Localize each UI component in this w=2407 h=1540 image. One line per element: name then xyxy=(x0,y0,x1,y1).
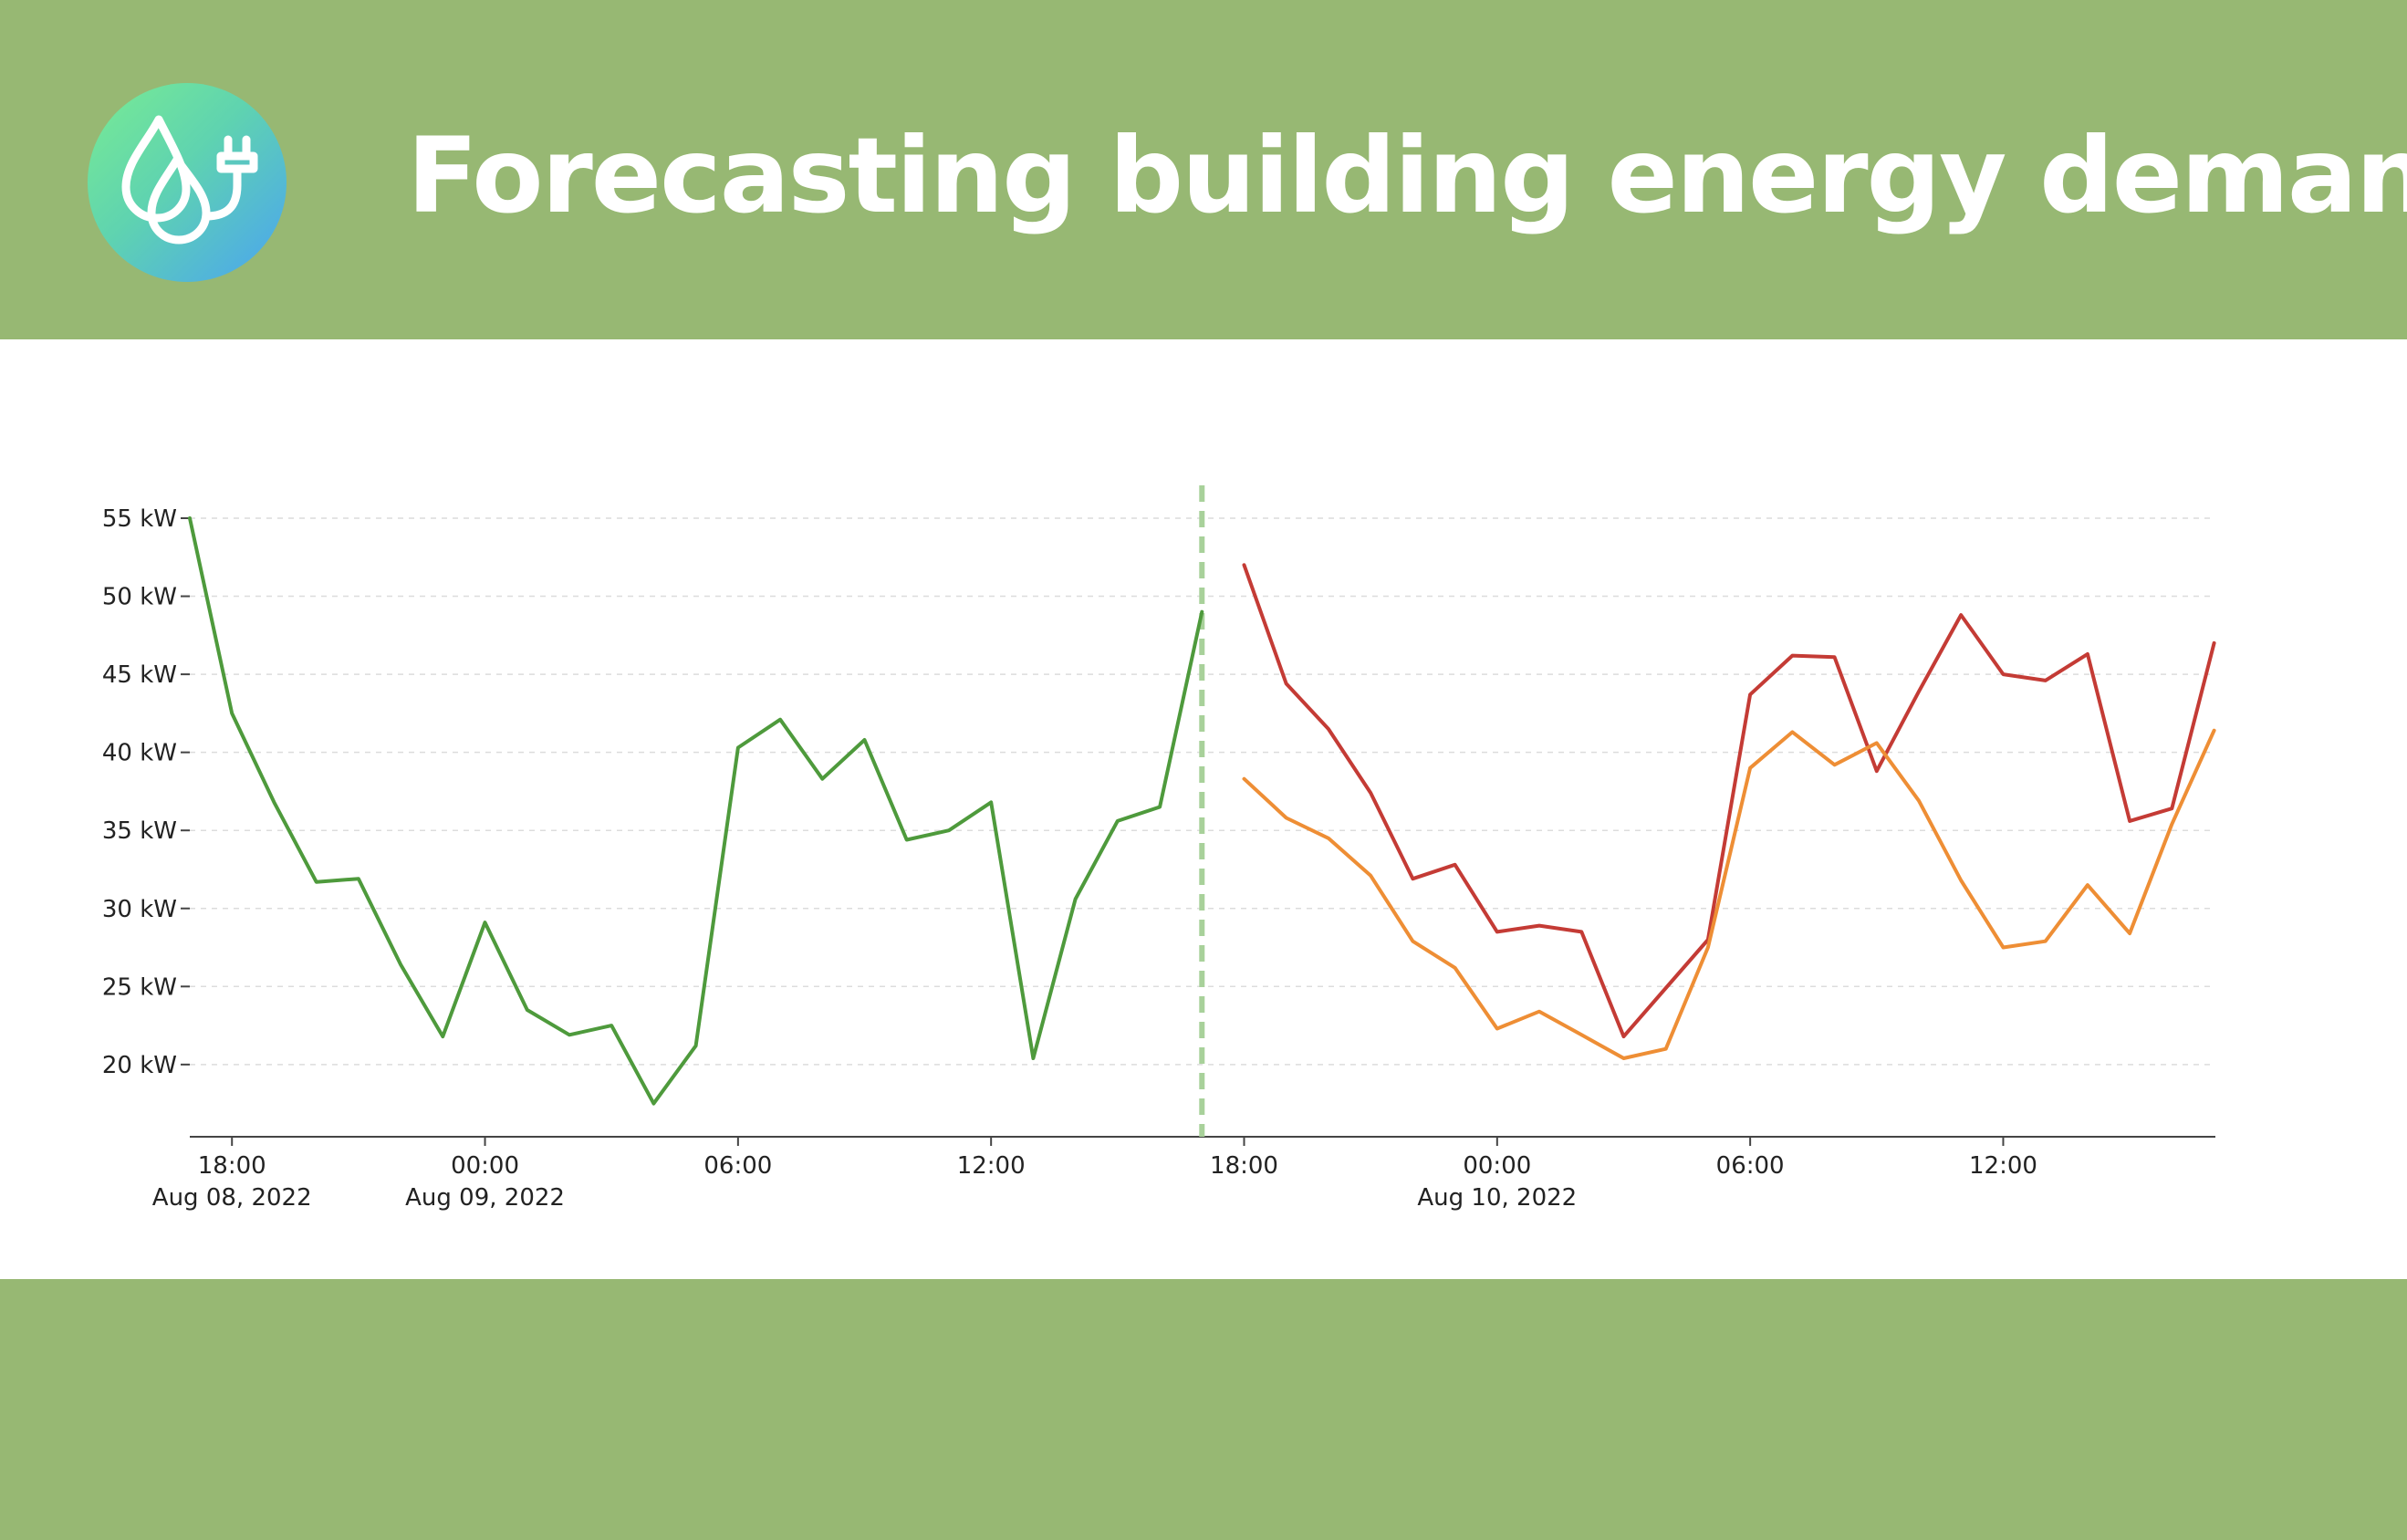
x-tick-time: 06:00 xyxy=(1716,1152,1785,1180)
y-tick-label: 30 kW xyxy=(102,896,177,923)
x-tick-time: 12:00 xyxy=(957,1152,1026,1180)
y-tick-label: 40 kW xyxy=(102,740,177,767)
x-tick-time: 06:00 xyxy=(703,1152,772,1180)
x-tick-date: Aug 08, 2022 xyxy=(152,1184,312,1212)
x-tick-date: Aug 10, 2022 xyxy=(1417,1184,1577,1212)
x-tick-time: 00:00 xyxy=(451,1152,519,1180)
series-lines xyxy=(188,516,2216,1106)
y-tick-label: 45 kW xyxy=(102,661,177,689)
series-line-forecast_red xyxy=(1242,563,2216,1039)
x-tick-date: Aug 09, 2022 xyxy=(405,1184,565,1212)
tick-labels: 20 kW 25 kW 30 kW 35 kW 40 kW 45 kW 50 kW 55 kW… xyxy=(102,505,2037,1212)
x-tick-time: 00:00 xyxy=(1463,1152,1531,1180)
page-title: Forecasting building energy demand xyxy=(407,115,2407,236)
chart-panel: 20 kW 25 kW 30 kW 35 kW 40 kW 45 kW 50 kW 55 kW… xyxy=(0,339,2407,1279)
y-tick-label: 25 kW xyxy=(102,973,177,1001)
footer-banner xyxy=(0,1279,2407,1540)
header-banner: Forecasting building energy demand xyxy=(0,0,2407,339)
series-line-forecast_orange xyxy=(1242,728,2216,1060)
y-tick-label: 50 kW xyxy=(102,584,177,611)
x-tick-time: 18:00 xyxy=(198,1152,266,1180)
y-tick-label: 20 kW xyxy=(102,1052,177,1079)
y-tick-label: 35 kW xyxy=(102,817,177,845)
logo xyxy=(88,83,287,282)
x-tick-time: 12:00 xyxy=(1969,1152,2037,1180)
energy-demand-chart: 20 kW 25 kW 30 kW 35 kW 40 kW 45 kW 50 kW 55 kW… xyxy=(102,485,2216,1212)
axes xyxy=(181,517,2215,1146)
x-tick-time: 18:00 xyxy=(1210,1152,1278,1180)
y-tick-label: 55 kW xyxy=(102,505,177,533)
water-drops-plug-icon xyxy=(121,115,258,245)
series-line-history xyxy=(188,516,1204,1106)
